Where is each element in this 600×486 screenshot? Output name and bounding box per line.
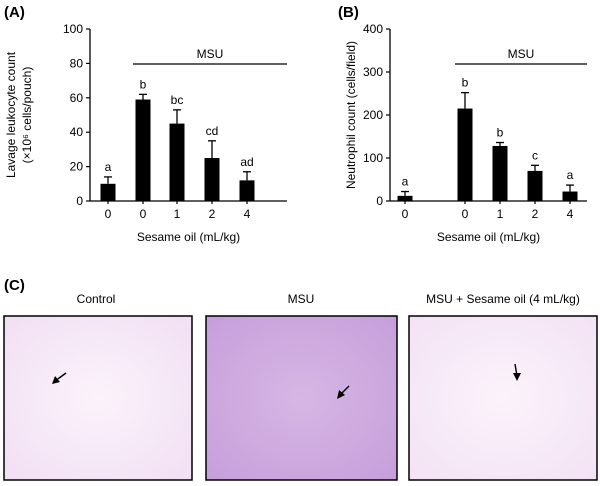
x-tick-label: 0 — [462, 207, 469, 221]
significance-letter: b — [140, 77, 147, 91]
bar — [135, 99, 151, 201]
x-axis-label: Sesame oil (mL/kg) — [137, 230, 240, 244]
significance-letter: b — [462, 76, 469, 90]
bar — [492, 145, 508, 201]
x-tick-label: 2 — [209, 207, 216, 221]
x-tick-label: 0 — [402, 207, 409, 221]
bar — [239, 180, 255, 201]
y-axis-label: Neutrophil count (cells/field) — [344, 41, 358, 189]
bar — [527, 170, 543, 201]
y-axis-units: (×10⁶ cells/pouch) — [20, 67, 34, 164]
bar — [457, 108, 473, 201]
x-tick-label: 2 — [532, 207, 539, 221]
significance-letter: ad — [240, 155, 253, 169]
y-tick-label: 80 — [70, 56, 84, 70]
y-tick-label: 0 — [376, 194, 383, 208]
x-tick-label: 1 — [174, 207, 181, 221]
bar — [169, 123, 185, 201]
bar — [562, 191, 578, 201]
micrograph-title-control: Control — [77, 292, 116, 306]
y-tick-label: 400 — [363, 22, 383, 36]
y-tick-label: 20 — [70, 160, 84, 174]
x-tick-label: 0 — [140, 207, 147, 221]
y-tick-label: 100 — [63, 22, 83, 36]
x-tick-label: 1 — [497, 207, 504, 221]
arrow-icon — [337, 385, 350, 399]
micrograph-msu-sesame — [408, 315, 598, 481]
y-tick-label: 40 — [70, 125, 84, 139]
significance-letter: a — [567, 168, 574, 182]
significance-letter: bc — [171, 93, 184, 107]
x-tick-label: 4 — [567, 207, 574, 221]
micrograph-title-msu-sesame: MSU + Sesame oil (4 mL/kg) — [426, 292, 580, 306]
y-tick-label: 60 — [70, 91, 84, 105]
micrograph-msu — [205, 315, 398, 481]
arrow-icon — [52, 372, 67, 384]
arrow-icon — [513, 363, 521, 381]
y-tick-label: 0 — [76, 194, 83, 208]
group-label: MSU — [197, 47, 224, 61]
panel-label: (B) — [338, 4, 359, 21]
micrograph-control — [3, 315, 193, 481]
x-tick-label: 4 — [244, 207, 251, 221]
significance-letter: c — [532, 148, 538, 162]
significance-letter: b — [497, 126, 504, 140]
y-tick-label: 200 — [363, 108, 383, 122]
x-axis-label: Sesame oil (mL/kg) — [437, 230, 540, 244]
y-tick-label: 300 — [363, 65, 383, 79]
bar — [100, 183, 116, 201]
significance-letter: a — [105, 160, 112, 174]
group-label: MSU — [508, 47, 535, 61]
x-tick-label: 0 — [105, 207, 112, 221]
significance-letter: cd — [206, 124, 219, 138]
y-axis-label: Lavage leukocyte count — [4, 51, 18, 178]
micrograph-title-msu: MSU — [288, 292, 315, 306]
bar — [397, 195, 413, 201]
y-tick-label: 100 — [363, 151, 383, 165]
bar — [204, 158, 220, 201]
panel-c-label: (C) — [4, 277, 25, 294]
panel-label: (A) — [4, 4, 25, 21]
significance-letter: a — [402, 175, 409, 189]
